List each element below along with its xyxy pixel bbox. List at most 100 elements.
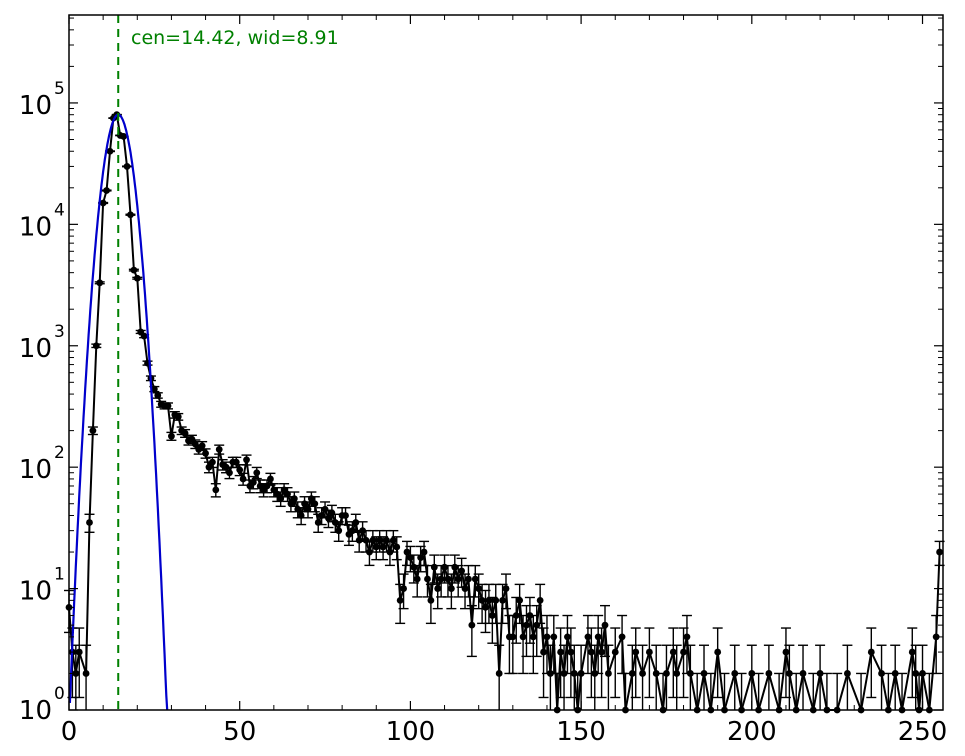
data-marker	[765, 670, 773, 677]
data-marker	[434, 585, 442, 592]
data-point	[241, 454, 252, 466]
data-point	[128, 266, 139, 274]
data-marker	[844, 670, 851, 677]
data-point	[507, 614, 518, 675]
data-point	[163, 402, 174, 410]
data-marker	[174, 413, 182, 421]
data-marker	[372, 543, 380, 551]
data-marker	[454, 575, 462, 583]
data-point	[139, 332, 150, 340]
data-marker	[236, 466, 244, 474]
data-point	[494, 644, 505, 710]
data-point	[87, 426, 98, 436]
data-marker	[311, 500, 319, 508]
data-marker	[297, 512, 305, 519]
data-marker	[652, 670, 660, 677]
data-marker	[540, 648, 547, 656]
data-point	[729, 644, 740, 710]
data-marker	[181, 429, 189, 437]
data-marker	[437, 575, 445, 583]
data-point	[132, 274, 143, 282]
data-marker	[226, 469, 233, 477]
data-marker	[495, 670, 503, 677]
data-marker	[673, 670, 681, 677]
data-point	[391, 536, 402, 561]
data-point	[535, 583, 546, 625]
data-point	[378, 536, 389, 561]
y-tick-exponent: 4	[54, 200, 65, 220]
data-point	[866, 627, 877, 699]
data-marker	[639, 670, 646, 677]
data-point	[367, 529, 378, 553]
data-point	[699, 644, 710, 710]
data-marker	[103, 187, 110, 194]
data-marker	[601, 621, 609, 629]
data-marker	[632, 648, 640, 656]
data-marker	[335, 527, 343, 535]
data-marker	[140, 332, 148, 340]
data-marker	[512, 612, 520, 619]
data-point	[262, 479, 273, 494]
data-marker	[86, 519, 93, 526]
y-tick-exponent: 0	[54, 684, 65, 704]
data-marker	[461, 585, 469, 592]
data-marker	[417, 554, 425, 561]
data-marker	[523, 621, 530, 629]
data-marker	[427, 596, 435, 604]
data-point	[152, 392, 163, 399]
data-point	[466, 604, 477, 658]
data-point	[395, 583, 406, 625]
data-marker	[379, 543, 387, 551]
data-marker	[106, 147, 114, 155]
data-point	[501, 573, 511, 610]
y-tick-label: 10	[19, 696, 52, 726]
data-point	[101, 187, 112, 194]
data-marker	[133, 274, 141, 282]
data-marker	[908, 648, 916, 656]
data-point	[815, 644, 826, 710]
data-point	[671, 644, 682, 710]
data-marker	[516, 596, 524, 604]
data-marker	[328, 509, 336, 517]
x-tick-label: 100	[386, 717, 436, 747]
data-marker	[867, 648, 875, 656]
data-marker	[509, 633, 517, 641]
data-point	[842, 644, 853, 710]
data-marker	[458, 567, 466, 575]
data-marker	[645, 648, 653, 656]
data-marker	[611, 648, 619, 656]
data-point	[555, 627, 566, 699]
data-point	[784, 644, 795, 710]
y-tick-exponent: 2	[54, 443, 65, 463]
data-marker	[420, 548, 428, 556]
data-marker	[605, 670, 612, 677]
y-tick-label: 10	[19, 334, 52, 364]
data-marker	[424, 575, 431, 583]
data-marker	[362, 536, 370, 544]
data-marker	[536, 596, 544, 604]
data-marker	[618, 633, 626, 641]
data-marker	[577, 670, 585, 677]
data-point	[70, 644, 81, 710]
data-point	[210, 483, 221, 498]
data-point	[84, 513, 95, 533]
data-point	[763, 644, 774, 710]
data-marker	[891, 670, 899, 677]
data-marker	[567, 648, 575, 656]
data-point	[405, 545, 416, 573]
data-marker	[482, 603, 489, 611]
data-marker	[782, 648, 790, 656]
data-marker	[75, 648, 83, 656]
data-point	[630, 627, 641, 699]
data-marker	[598, 648, 605, 656]
data-point	[876, 644, 887, 710]
data-marker	[369, 536, 377, 544]
data-marker	[89, 427, 97, 435]
data-point	[453, 564, 464, 598]
data-marker	[396, 596, 404, 604]
data-marker	[130, 266, 138, 274]
data-marker	[202, 449, 209, 457]
data-marker	[325, 514, 332, 522]
